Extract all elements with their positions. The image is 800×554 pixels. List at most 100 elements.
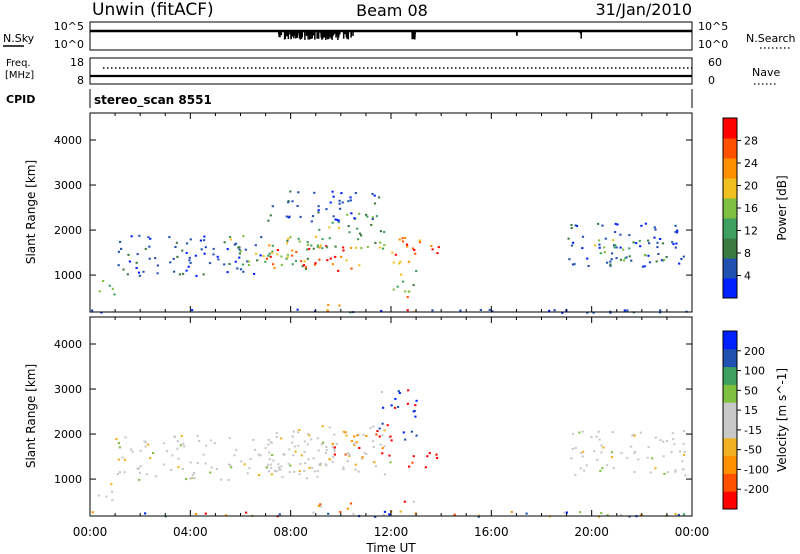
power-echo-cell xyxy=(401,240,405,243)
power-echo-cell xyxy=(406,309,409,312)
time-tick-label: 00:00 xyxy=(73,525,108,539)
power-echo-cell xyxy=(355,246,358,249)
power-echo-cell xyxy=(142,270,145,273)
velocity-echo-cell xyxy=(287,462,290,465)
power-echo-cell xyxy=(148,245,151,248)
power-echo-cell xyxy=(594,244,597,247)
velocity-echo-cell xyxy=(110,483,113,486)
power-colorbar-tick-label: 12 xyxy=(744,225,758,238)
power-echo-cell xyxy=(314,310,317,313)
velocity-echo-cell xyxy=(411,461,414,464)
power-echo-cell xyxy=(120,247,123,250)
velocity-echo-cell xyxy=(333,446,336,449)
power-echo-cell xyxy=(624,257,627,260)
velocity-echo-cell xyxy=(192,472,196,475)
velocity-echo-cell xyxy=(388,454,391,457)
power-echo-cell xyxy=(680,258,683,260)
noise-strip-frame xyxy=(89,21,693,51)
power-echo-cell xyxy=(255,252,258,255)
power-echo-cell xyxy=(404,236,407,239)
power-echo-cell xyxy=(350,267,353,270)
velocity-echo-cell xyxy=(327,512,330,515)
velocity-echo-cell xyxy=(631,434,634,437)
power-echo-cell xyxy=(561,311,564,314)
power-echo-cell xyxy=(332,195,335,198)
velocity-colorbar-tick-label: -50 xyxy=(744,444,762,457)
power-echo-cell xyxy=(128,260,131,263)
velocity-echo-cell xyxy=(189,477,192,480)
power-echo-cell xyxy=(339,207,342,210)
power-echo-cell xyxy=(238,252,241,255)
power-echo-cell xyxy=(337,221,340,224)
noise-spikes xyxy=(278,31,582,40)
power-echo-cell xyxy=(156,264,159,267)
velocity-echo-cell xyxy=(270,473,273,476)
velocity-echo-cell xyxy=(672,438,675,441)
velocity-echo-cell xyxy=(404,438,407,441)
velocity-colorbar-swatches xyxy=(723,331,737,510)
velocity-echo-cell xyxy=(328,458,331,461)
power-echo-cell xyxy=(418,241,422,244)
power-echo-cell xyxy=(334,245,337,248)
velocity-echo-cell xyxy=(131,450,134,453)
power-echo-cell xyxy=(653,236,656,239)
velocity-echo-cell xyxy=(683,451,686,453)
velocity-echo-cell xyxy=(415,399,418,402)
velocity-echo-cell xyxy=(183,445,186,448)
power-echo-cell xyxy=(630,259,633,262)
power-echo-cell xyxy=(202,273,205,276)
velocity-echo-cell xyxy=(372,446,375,448)
velocity-echo-cell xyxy=(138,471,141,474)
power-echo-cell xyxy=(127,253,130,256)
power-echo-cell xyxy=(310,244,313,247)
velocity-echo-cell xyxy=(281,476,284,479)
power-echo-cell xyxy=(405,243,409,246)
power-echo-cell xyxy=(626,309,629,312)
velocity-echo-cell xyxy=(139,465,142,468)
power-echo-cell xyxy=(234,242,238,245)
power-echo-cell xyxy=(234,260,237,263)
power-echo-cell xyxy=(615,246,618,249)
power-echo-cell xyxy=(358,212,361,215)
power-echo-cell xyxy=(643,254,646,257)
power-echo-cell xyxy=(269,255,272,258)
power-echo-cell xyxy=(223,241,226,244)
velocity-echo-cell xyxy=(357,433,360,436)
power-echo-cell xyxy=(269,214,272,217)
velocity-echo-cell xyxy=(381,391,384,393)
power-echo-cell xyxy=(431,309,434,312)
power-echo-cell xyxy=(603,246,606,249)
velocity-echo-cell xyxy=(362,433,365,436)
power-echo-cell xyxy=(392,288,395,291)
date-label: 31/Jan/2010 xyxy=(595,0,692,19)
velocity-echo-cell xyxy=(637,458,640,461)
power-echo-cell xyxy=(318,258,321,261)
power-echo-cell xyxy=(609,264,612,267)
power-colorbar-tick-label: 20 xyxy=(744,180,758,193)
velocity-echo-cell xyxy=(633,452,636,455)
velocity-echo-cell xyxy=(600,444,603,447)
power-echo-cell xyxy=(375,215,378,218)
power-echo-cell xyxy=(338,226,341,229)
power-echo-cell xyxy=(643,265,646,268)
velocity-echo-cell xyxy=(105,495,108,498)
power-echo-cell xyxy=(238,256,241,259)
power-echo-cell xyxy=(661,259,664,262)
velocity-echo-cell xyxy=(369,427,372,430)
velocity-echo-cell xyxy=(332,456,335,458)
power-echo-cell xyxy=(149,237,152,240)
velocity-echo-cell xyxy=(209,439,212,442)
velocity-echo-cell xyxy=(355,441,358,444)
velocity-echo-cell xyxy=(683,430,686,432)
velocity-echo-cell xyxy=(289,464,292,467)
power-echo-cell xyxy=(567,237,570,240)
power-echo-cell xyxy=(297,191,300,194)
velocity-y-tick-label: 4000 xyxy=(54,338,82,351)
velocity-echo-cell xyxy=(267,470,270,473)
velocity-echo-cell xyxy=(373,461,376,464)
velocity-echo-cell xyxy=(267,463,270,466)
power-echo-cell xyxy=(154,257,157,260)
power-echo-cell xyxy=(181,249,184,252)
power-echo-cell xyxy=(126,273,129,276)
